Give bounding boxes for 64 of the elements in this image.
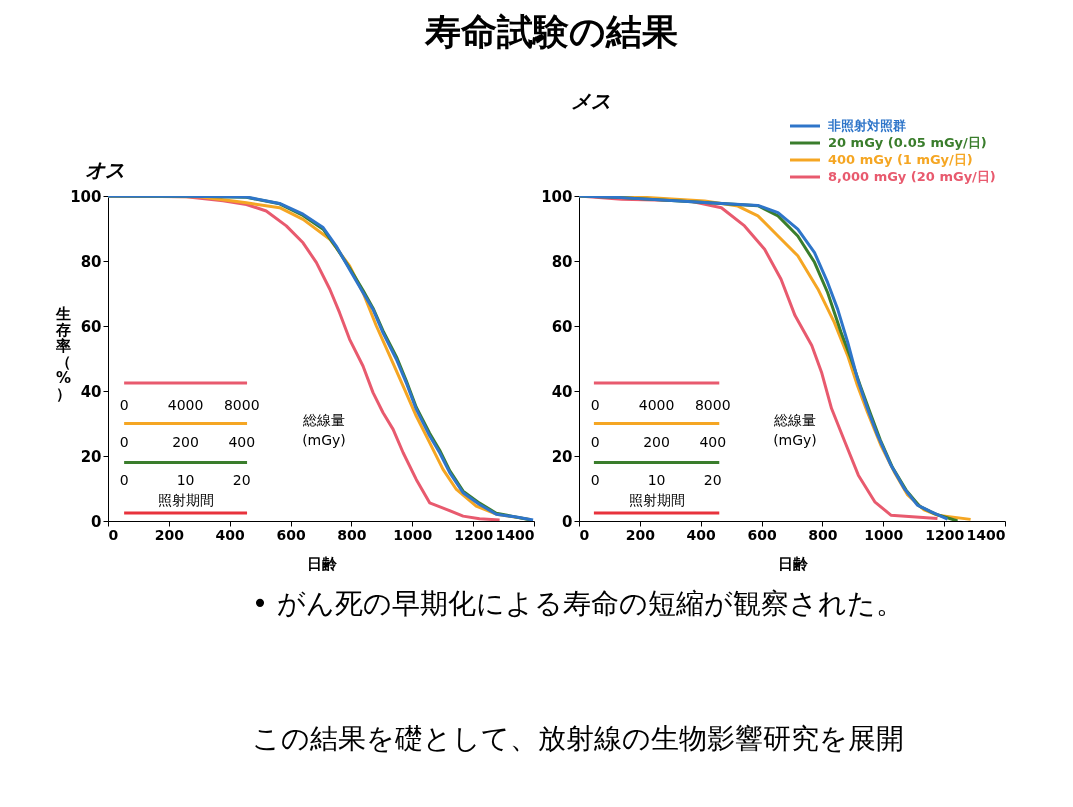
legend-label: 400 mGy (1 mGy/日) (828, 152, 973, 167)
x-tick-label: 800 (337, 526, 367, 543)
annotation: 10 (176, 472, 195, 489)
annotation: 0 (119, 434, 129, 450)
annotation: 20 (703, 472, 722, 489)
chart-subtitle: メス (570, 89, 611, 113)
annotation: 8000 (223, 396, 260, 413)
y-tick-label: 100 (541, 187, 573, 206)
x-tick-label: 600 (276, 526, 306, 543)
annotation: 4000 (167, 396, 204, 413)
annotation: 8000 (694, 396, 731, 413)
annotation: 0 (119, 396, 129, 413)
x-tick-label: 1000 (864, 526, 904, 543)
x-tick-label: 400 (215, 526, 246, 543)
y-tick-label: 80 (80, 252, 102, 271)
annotation: 400 (699, 434, 727, 450)
x-tick-label: 1400 (495, 526, 535, 543)
y-tick-label: 20 (80, 447, 102, 466)
y-tick-label: 60 (551, 317, 573, 336)
y-tick-label: 20 (551, 447, 573, 466)
legend-label: 20 mGy (0.05 mGy/日) (828, 135, 987, 150)
annotation: 0 (590, 434, 600, 450)
annotation: 10 (647, 472, 666, 489)
x-axis-title: 日齢 (306, 554, 338, 573)
x-tick-label: 1200 (454, 526, 494, 543)
text: • がん死の早期化による寿命の短縮が観察された。 (251, 587, 905, 620)
annotation: 400 (228, 434, 256, 450)
annotation: 照射期間 (628, 491, 685, 508)
y-axis-title: 生存率（%） (55, 305, 72, 403)
x-tick-label: 200 (625, 526, 656, 543)
x-tick-label: 1200 (925, 526, 965, 543)
y-tick-label: 60 (80, 317, 102, 336)
x-tick-label: 1000 (393, 526, 433, 543)
y-tick-label: 40 (551, 382, 573, 401)
legend-label: 8,000 mGy (20 mGy/日) (828, 169, 996, 184)
x-tick-label: 600 (747, 526, 777, 543)
y-tick-label: 40 (80, 382, 102, 401)
x-axis-title: 日齢 (777, 554, 809, 573)
annotation: 総線量 (772, 411, 816, 428)
y-tick-label: 100 (70, 187, 102, 206)
x-tick-label: 400 (686, 526, 717, 543)
annotation: 0 (590, 396, 600, 413)
x-tick-label: 800 (808, 526, 838, 543)
x-tick-label: 200 (154, 526, 185, 543)
annotation: 照射期間 (157, 491, 214, 508)
x-tick-label: 1400 (966, 526, 1006, 543)
annotation: 総線量 (301, 411, 345, 428)
text: この結果を礎として、放射線の生物影響研究を展開 (252, 722, 904, 755)
annotation: 20 (232, 472, 251, 489)
y-tick-label: 80 (551, 252, 573, 271)
x-tick-label: 0 (579, 526, 590, 543)
annotation: 200 (643, 434, 670, 450)
legend-label: 非照射対照群 (827, 118, 906, 133)
y-tick-label: 0 (562, 512, 573, 531)
x-tick-label: 0 (108, 526, 119, 543)
chart-title: 寿命試験の結果 (424, 11, 679, 52)
chart-subtitle: オス (85, 158, 126, 182)
annotation: (mGy) (773, 432, 817, 449)
annotation: 0 (119, 472, 129, 489)
annotation: 200 (172, 434, 199, 450)
y-tick-label: 0 (91, 512, 102, 531)
annotation: 4000 (638, 396, 675, 413)
annotation: (mGy) (302, 432, 346, 449)
annotation: 0 (590, 472, 600, 489)
